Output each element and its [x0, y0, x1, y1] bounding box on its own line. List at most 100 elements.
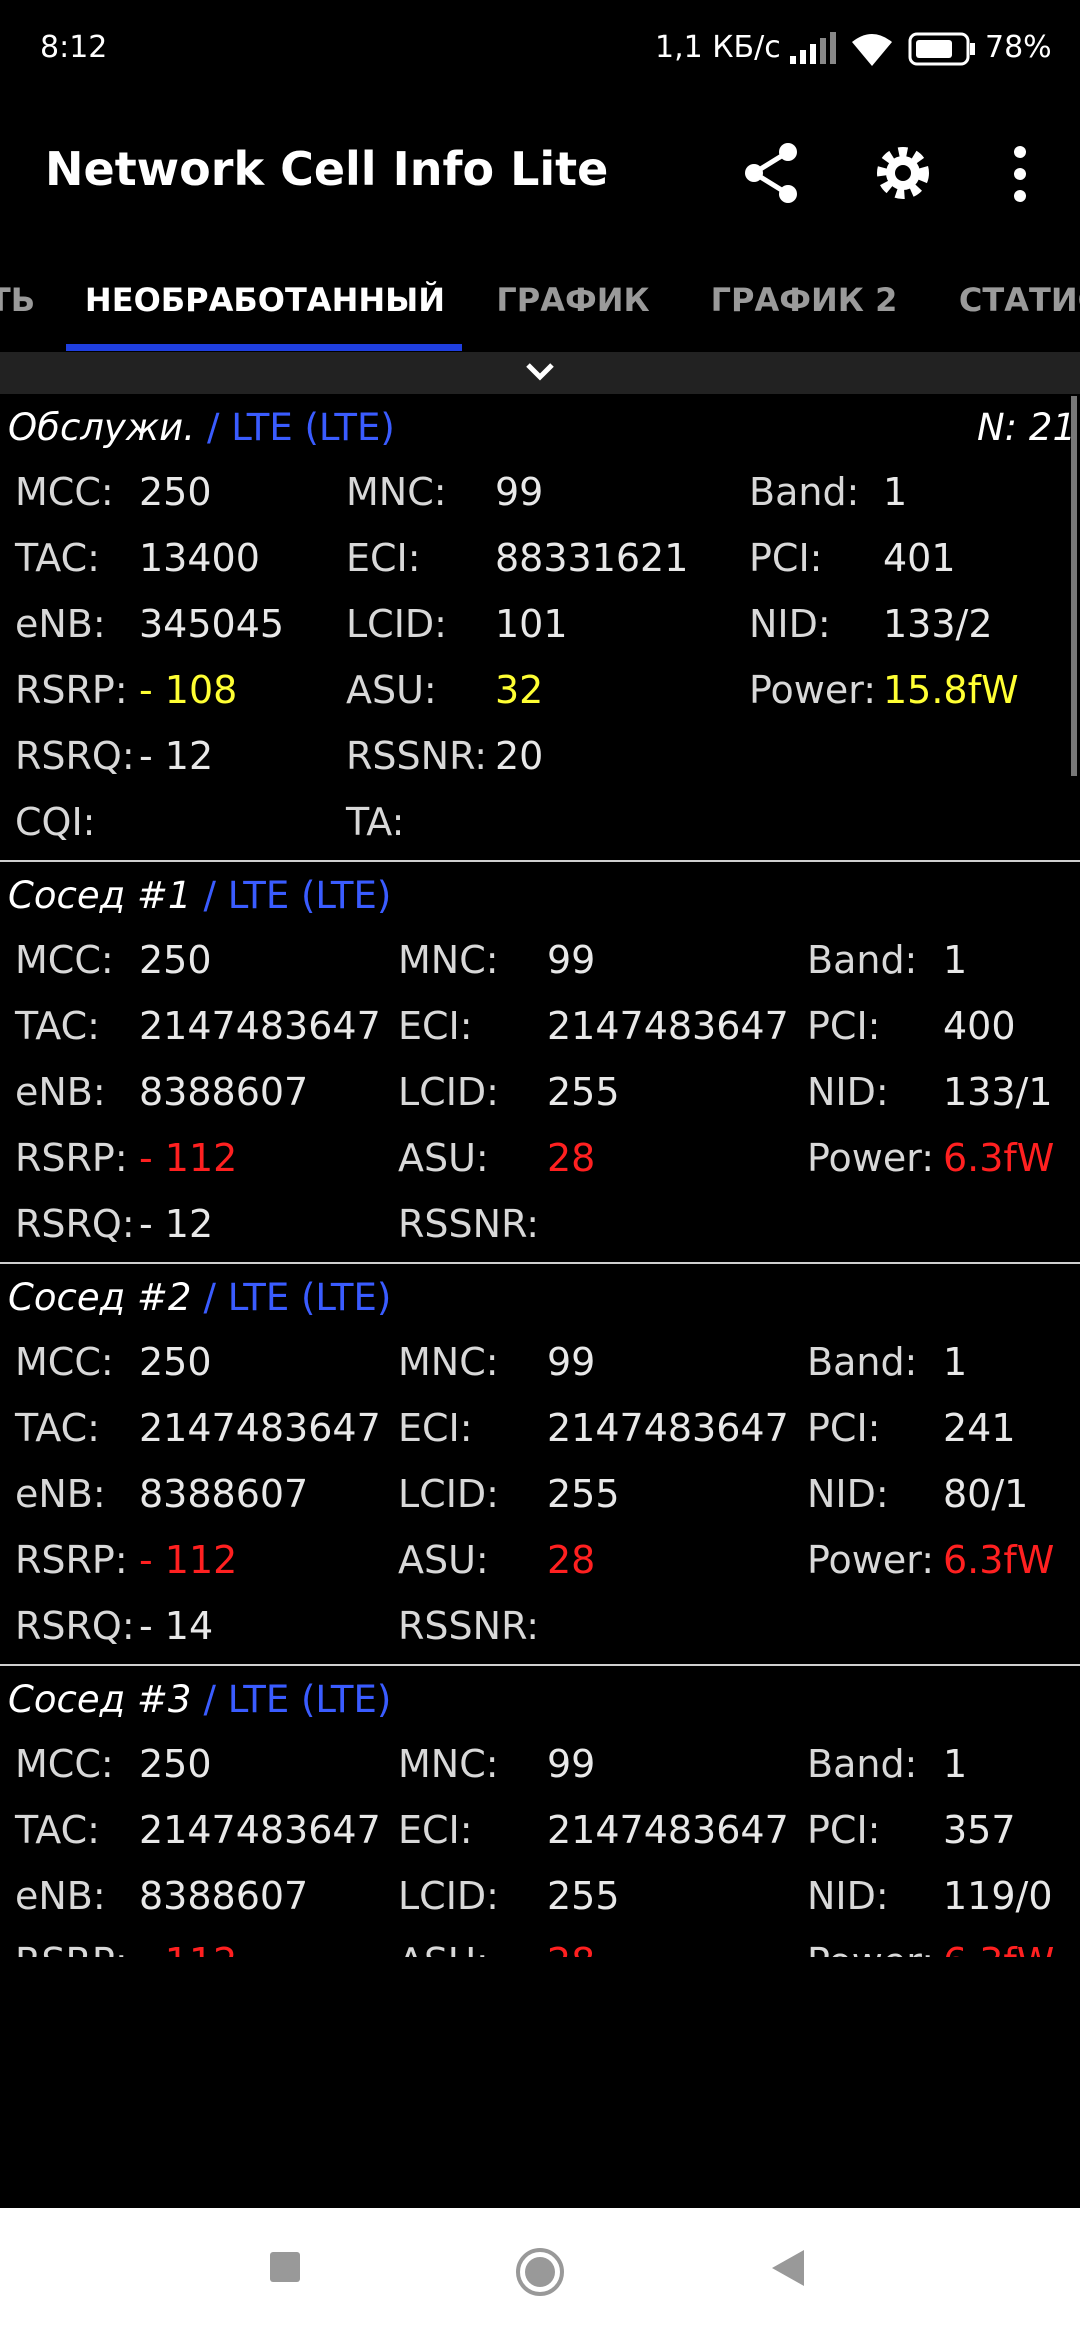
field-value: 88331621 [495, 536, 689, 580]
field-value: - 12 [139, 1202, 214, 1246]
field-value: 255 [547, 1070, 620, 1114]
field-value: 99 [547, 1742, 596, 1786]
field-value: 255 [547, 1874, 620, 1918]
field-value: - 14 [139, 1604, 214, 1648]
battery-level: 78% [985, 30, 1052, 65]
settings-button[interactable] [872, 142, 934, 204]
field-label: RSRP: [15, 1136, 128, 1180]
share-button[interactable] [742, 142, 802, 204]
tab-indicator [66, 344, 462, 351]
field-value: 250 [139, 1742, 212, 1786]
field-label: Band: [807, 938, 918, 982]
field-value: 13400 [139, 536, 260, 580]
field-label: RSSNR: [346, 734, 488, 778]
field-label: RSRQ: [15, 1604, 135, 1648]
field-label: Power: [807, 1136, 935, 1180]
field-label: Band: [807, 1340, 918, 1384]
field-label: Band: [807, 1742, 918, 1786]
tab[interactable]: НЕОБРАБОТАННЫЙ [84, 281, 446, 319]
field-value: 250 [139, 470, 212, 514]
field-value: 8388607 [139, 1070, 309, 1114]
field-value: 99 [547, 1340, 596, 1384]
cell-tech: / LTE (LTE) [203, 874, 392, 917]
home-button[interactable] [514, 2246, 566, 2298]
field-value: - 112 [139, 1538, 238, 1582]
tab[interactable]: ТЬ [0, 281, 36, 319]
cell-tech: / LTE (LTE) [206, 406, 395, 449]
field-label: RSRP: [15, 1940, 128, 1957]
field-label: LCID: [398, 1472, 499, 1516]
field-value: 250 [139, 938, 212, 982]
field-value: 2147483647 [139, 1406, 381, 1450]
field-value: - 12 [139, 734, 214, 778]
tab[interactable]: ГРАФИК [496, 281, 650, 319]
field-value: 99 [495, 470, 544, 514]
menu-button[interactable] [1008, 144, 1032, 204]
field-value: 80/1 [943, 1472, 1029, 1516]
field-label: ASU: [398, 1940, 489, 1957]
field-value: 119/0 [943, 1874, 1053, 1918]
field-value: 357 [943, 1808, 1016, 1852]
field-value: 133/2 [883, 602, 993, 646]
field-label: ECI: [398, 1808, 473, 1852]
field-label: TAC: [15, 1808, 100, 1852]
app-title: Network Cell Info Lite [45, 142, 609, 196]
field-value: 1 [943, 1742, 968, 1786]
field-value: 8388607 [139, 1874, 309, 1918]
field-label: NID: [807, 1874, 889, 1918]
field-value: 401 [883, 536, 956, 580]
cell-count: N: 21 [977, 406, 1076, 449]
tab[interactable]: ГРАФИК 2 [710, 281, 898, 319]
field-value: 2147483647 [547, 1808, 789, 1852]
field-value: 28 [547, 1940, 595, 1957]
field-label: RSRQ: [15, 1202, 135, 1246]
wifi-icon [852, 34, 892, 66]
field-value: 2147483647 [139, 1808, 381, 1852]
field-label: MNC: [398, 1340, 499, 1384]
cell-name: Обслужи. [8, 406, 195, 449]
field-value: - 108 [139, 668, 238, 712]
field-label: RSRP: [15, 668, 128, 712]
field-value: 255 [547, 1472, 620, 1516]
app-bar: Network Cell Info Lite [0, 100, 1080, 250]
status-bar: 8:12 1,1 КБ/с 78% [0, 0, 1080, 100]
field-value: 99 [547, 938, 596, 982]
field-value: 28 [547, 1136, 596, 1180]
field-value: - 112 [139, 1136, 238, 1180]
cell-header: Обслужи. / LTE (LTE) [8, 406, 395, 449]
field-label: LCID: [398, 1874, 499, 1918]
expand-bar[interactable] [0, 352, 1080, 394]
field-label: PCI: [749, 536, 823, 580]
field-value: 400 [943, 1004, 1016, 1048]
field-label: NID: [807, 1070, 889, 1114]
back-button[interactable] [770, 2248, 806, 2288]
field-value: 2147483647 [547, 1004, 789, 1048]
field-label: LCID: [398, 1070, 499, 1114]
field-value: 1 [943, 938, 968, 982]
field-value: 1 [943, 1340, 968, 1384]
cell-card: Сосед #2 / LTE (LTE) MCC: 250 MNC: 99 Band: 1 TA… [0, 1264, 1080, 1666]
cell-header: Сосед #3 / LTE (LTE) [8, 1678, 391, 1721]
field-value: 15.8fW [883, 668, 1019, 712]
field-value: 2147483647 [547, 1406, 789, 1450]
field-label: TA: [346, 800, 405, 844]
field-label: RSRQ: [15, 734, 135, 778]
field-label: RSRP: [15, 1538, 128, 1582]
field-label: MCC: [15, 1340, 114, 1384]
recents-button[interactable] [268, 2250, 302, 2284]
field-label: Power: [749, 668, 877, 712]
field-label: ECI: [398, 1406, 473, 1450]
field-label: eNB: [15, 1874, 106, 1918]
cell-card: Обслужи. / LTE (LTE) N: 21 MCC: 250 MNC: 99 Ban… [0, 394, 1080, 862]
field-value: 32 [495, 668, 544, 712]
field-value: 6.3fW [943, 1136, 1055, 1180]
net-speed: 1,1 КБ/с [655, 30, 781, 65]
field-label: eNB: [15, 602, 106, 646]
tab[interactable]: СТАТИС [958, 281, 1080, 319]
cell-list: Обслужи. / LTE (LTE) N: 21 MCC: 250 MNC: 99 Ban… [0, 394, 1080, 1957]
cell-tech: / LTE (LTE) [203, 1276, 392, 1319]
field-value: 2147483647 [139, 1004, 381, 1048]
field-label: ASU: [398, 1136, 489, 1180]
nav-bar [0, 2208, 1080, 2340]
